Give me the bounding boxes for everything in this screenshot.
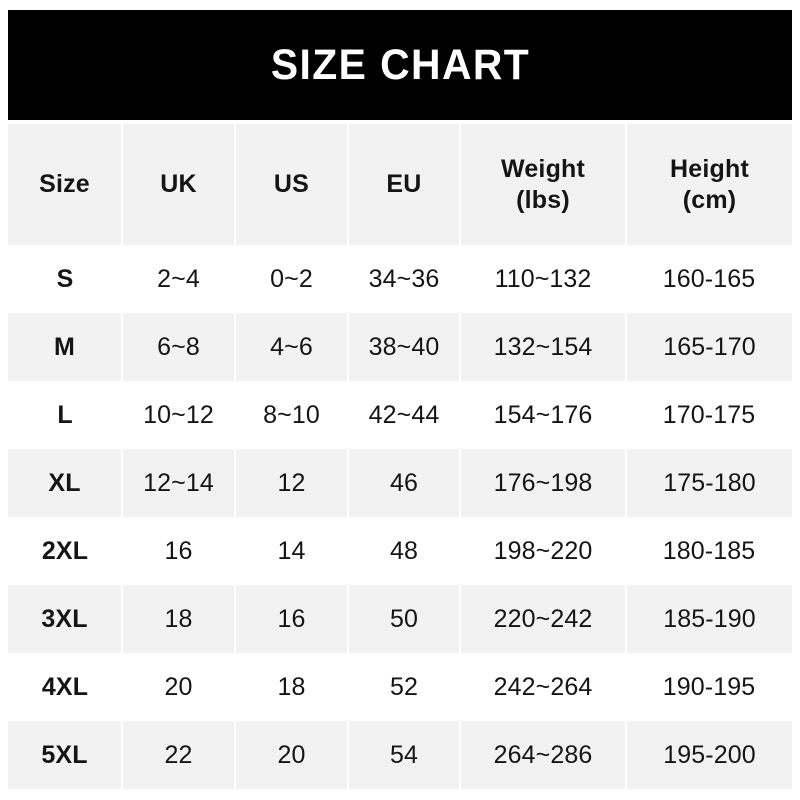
cell-us: 12: [235, 449, 349, 517]
cell-eu: 38~40: [348, 313, 461, 381]
table-row: S 2~4 0~2 34~36 110~132 160-165: [8, 245, 792, 313]
cell-weight: 110~132: [460, 245, 626, 313]
cell-us: 0~2: [235, 245, 348, 313]
table-row: XL 12~14 12 46 176~198 175-180: [8, 449, 792, 517]
cell-height: 170-175: [626, 381, 792, 449]
table-body: S 2~4 0~2 34~36 110~132 160-165 M 6~8 4~…: [8, 245, 792, 789]
cell-us: 20: [235, 721, 349, 789]
column-header-eu: EU: [348, 124, 461, 245]
cell-size: 4XL: [8, 653, 122, 721]
table-row: 3XL 18 16 50 220~242 185-190: [8, 585, 792, 653]
cell-size: 3XL: [8, 585, 123, 653]
cell-uk: 18: [122, 585, 236, 653]
cell-height: 185-190: [626, 585, 792, 653]
cell-weight: 132~154: [460, 313, 627, 381]
column-header-height-line1: Height: [670, 155, 749, 183]
cell-weight: 220~242: [460, 585, 627, 653]
cell-uk: 12~14: [122, 449, 236, 517]
cell-uk: 16: [122, 517, 235, 585]
table-row: M 6~8 4~6 38~40 132~154 165-170: [8, 313, 792, 381]
page-title: SIZE CHART: [270, 40, 530, 89]
cell-us: 8~10: [235, 381, 348, 449]
cell-height: 180-185: [626, 517, 792, 585]
cell-weight: 198~220: [460, 517, 626, 585]
column-header-us-line1: US: [273, 170, 310, 199]
column-header-size-line1: Size: [39, 170, 90, 199]
cell-us: 16: [235, 585, 349, 653]
column-header-size: Size: [8, 124, 123, 245]
cell-weight: 242~264: [460, 653, 626, 721]
cell-height: 190-195: [626, 653, 792, 721]
column-header-weight: Weight (lbs): [460, 124, 627, 245]
cell-weight: 154~176: [460, 381, 626, 449]
cell-size: S: [8, 245, 122, 313]
cell-eu: 34~36: [348, 245, 460, 313]
cell-size: 2XL: [8, 517, 122, 585]
cell-us: 14: [235, 517, 348, 585]
table-header-row: Size UK US EU Weight (lbs) Height (cm): [8, 124, 792, 245]
cell-eu: 52: [348, 653, 460, 721]
column-header-height-line2: (cm): [682, 185, 737, 214]
cell-uk: 20: [122, 653, 235, 721]
column-header-uk: UK: [122, 124, 236, 245]
column-header-eu-line1: EU: [386, 170, 422, 199]
table-row: L 10~12 8~10 42~44 154~176 170-175: [8, 381, 792, 449]
cell-uk: 2~4: [122, 245, 235, 313]
cell-uk: 10~12: [122, 381, 235, 449]
cell-us: 4~6: [235, 313, 349, 381]
cell-height: 175-180: [626, 449, 792, 517]
cell-eu: 50: [348, 585, 461, 653]
column-header-uk-line1: UK: [160, 170, 197, 199]
cell-eu: 54: [348, 721, 461, 789]
cell-uk: 22: [122, 721, 236, 789]
column-header-weight-line1: Weight: [500, 155, 586, 183]
cell-eu: 48: [348, 517, 460, 585]
cell-height: 195-200: [626, 721, 792, 789]
cell-height: 165-170: [626, 313, 792, 381]
table-row: 2XL 16 14 48 198~220 180-185: [8, 517, 792, 585]
cell-size: 5XL: [8, 721, 123, 789]
table-row: 5XL 22 20 54 264~286 195-200: [8, 721, 792, 789]
cell-eu: 42~44: [348, 381, 460, 449]
cell-height: 160-165: [626, 245, 792, 313]
cell-us: 18: [235, 653, 348, 721]
size-chart-table: Size UK US EU Weight (lbs) Height (cm): [8, 124, 792, 789]
column-header-us: US: [235, 124, 349, 245]
title-banner: SIZE CHART: [8, 10, 792, 120]
cell-size: L: [8, 381, 122, 449]
column-header-height: Height (cm): [626, 124, 792, 245]
table-row: 4XL 20 18 52 242~264 190-195: [8, 653, 792, 721]
column-header-weight-line2: (lbs): [516, 185, 570, 214]
cell-size: M: [8, 313, 123, 381]
cell-weight: 176~198: [460, 449, 627, 517]
cell-uk: 6~8: [122, 313, 236, 381]
cell-size: XL: [8, 449, 123, 517]
cell-weight: 264~286: [460, 721, 627, 789]
cell-eu: 46: [348, 449, 461, 517]
